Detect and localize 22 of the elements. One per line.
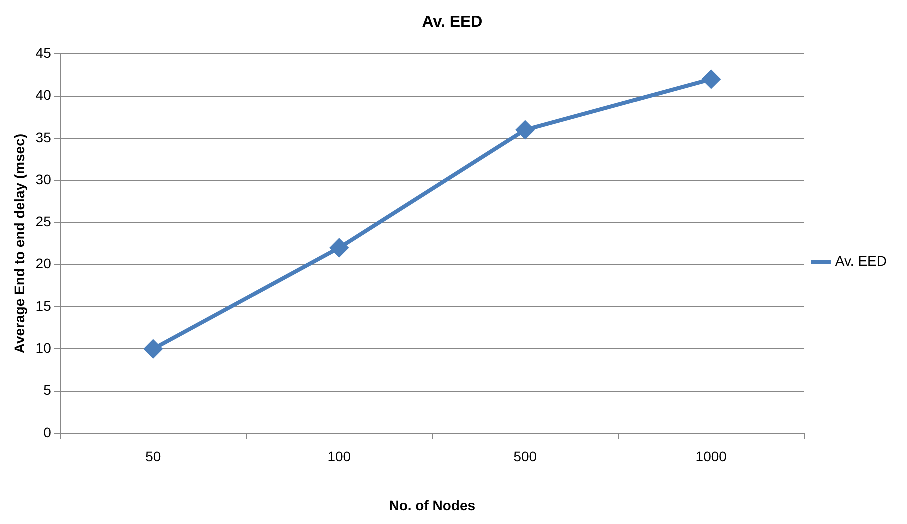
- y-tick-label: 0: [44, 424, 52, 440]
- y-tick-label: 20: [36, 256, 52, 272]
- y-tick-label: 5: [44, 382, 52, 398]
- legend-label: Av. EED: [835, 252, 888, 269]
- chart-title: Av. EED: [422, 14, 483, 32]
- point: [144, 340, 162, 358]
- point: [702, 70, 720, 88]
- y-tick-label: 10: [36, 340, 52, 356]
- x-tick-label: 1000: [696, 448, 728, 465]
- x-axis-title: No. of Nodes: [389, 497, 476, 514]
- y-tick-label: 45: [36, 45, 52, 62]
- y-tick-label: 40: [36, 87, 52, 104]
- x-tick-label: 100: [328, 448, 352, 465]
- x-tick-label: 500: [514, 448, 538, 465]
- y-tick-label: 30: [36, 171, 52, 188]
- x-tick-label: 50: [146, 448, 162, 465]
- y-tick-label: 15: [36, 298, 52, 314]
- y-tick-label: 35: [36, 129, 52, 146]
- point: [516, 121, 534, 140]
- y-axis-title: Average End to end delay (msec): [11, 134, 28, 354]
- point: [330, 239, 348, 258]
- y-tick-label: 25: [36, 214, 52, 230]
